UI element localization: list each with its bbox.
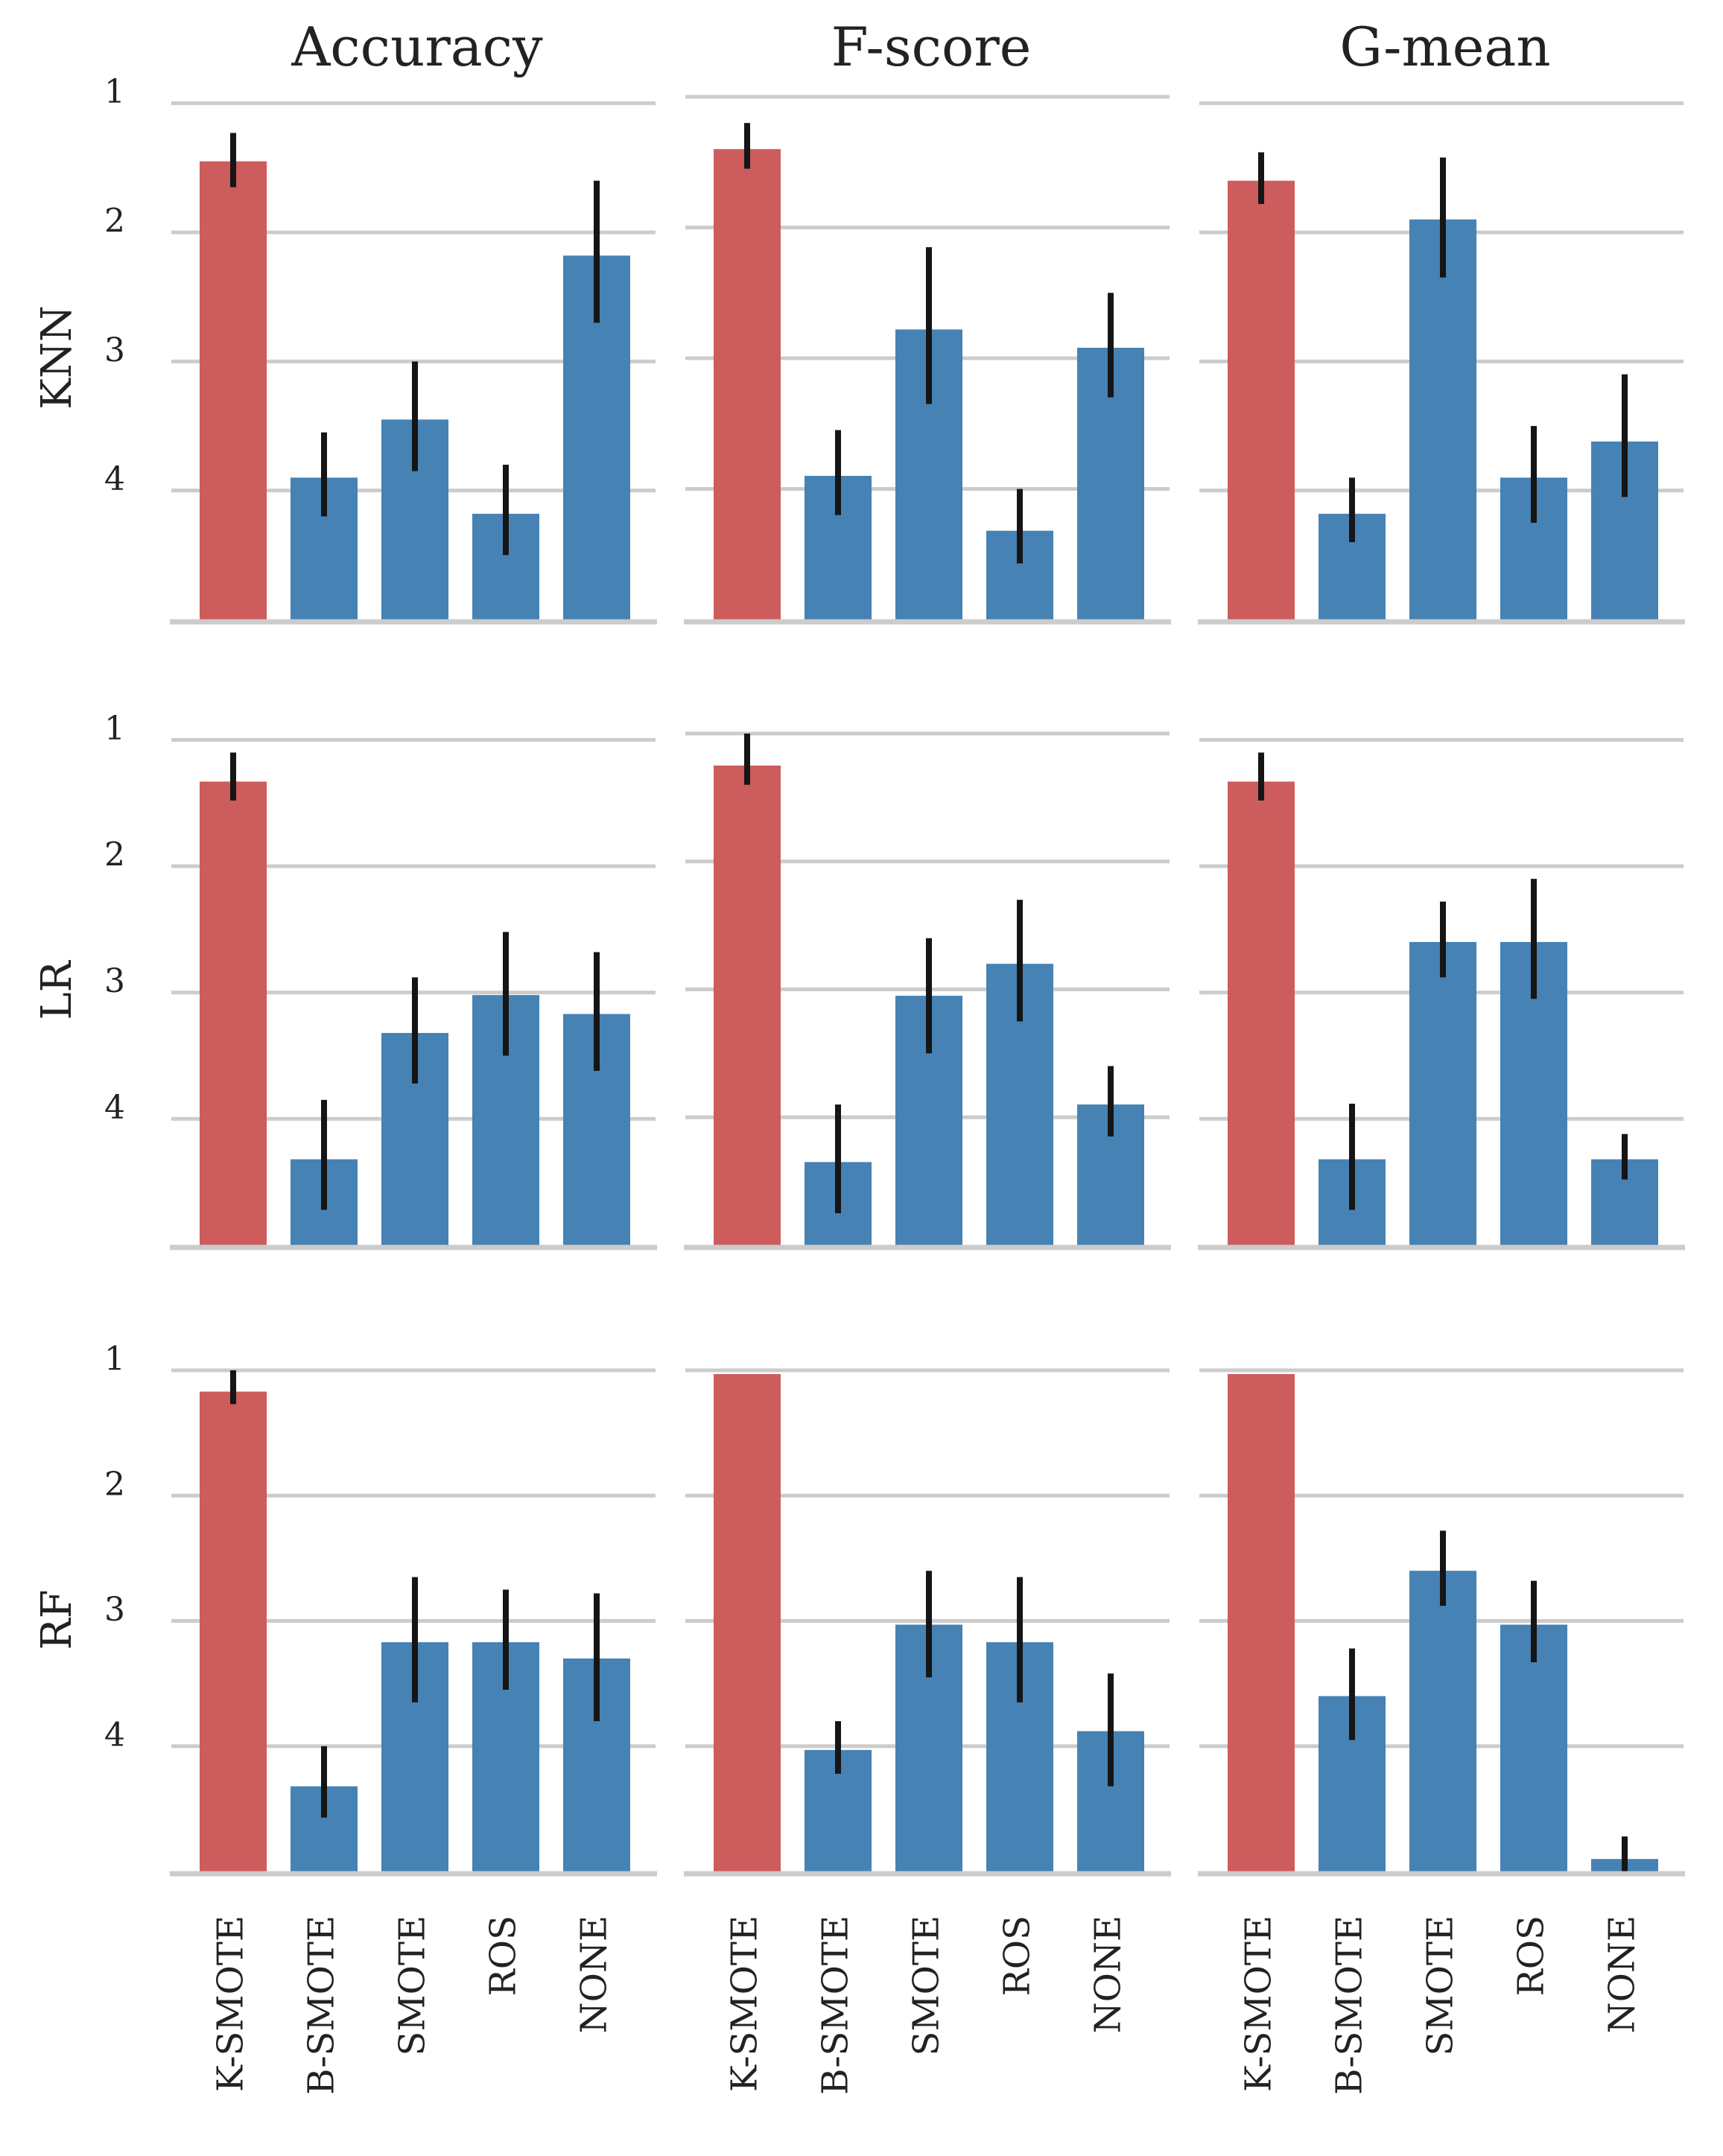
- bar-rf-accuracy-k-smote: [200, 1391, 267, 1872]
- bar-rf-f-score-k-smote: [714, 1374, 781, 1872]
- category-label-accuracy-smote: SMOTE: [392, 1915, 434, 2055]
- y-tick-label-lr-3: 3: [104, 962, 125, 1000]
- bar-lr-g-mean-k-smote: [1228, 781, 1295, 1245]
- category-label-f-score-none: NONE: [1088, 1915, 1129, 2033]
- category-label-accuracy-none: NONE: [574, 1915, 615, 2033]
- column-title-accuracy: Accuracy: [291, 16, 543, 78]
- bar-lr-accuracy-k-smote: [200, 781, 267, 1245]
- y-tick-label-lr-1: 1: [104, 710, 125, 748]
- category-label-accuracy-b-smote: B-SMOTE: [301, 1915, 343, 2095]
- category-label-g-mean-b-smote: B-SMOTE: [1329, 1915, 1371, 2095]
- bar-rf-g-mean-smote: [1409, 1571, 1476, 1872]
- y-tick-label-rf-2: 2: [104, 1466, 125, 1504]
- category-label-f-score-ros: ROS: [997, 1915, 1038, 1996]
- column-title-g-mean: G-mean: [1339, 16, 1550, 78]
- category-label-g-mean-none: NONE: [1602, 1915, 1643, 2033]
- column-title-f-score: F-score: [831, 16, 1032, 78]
- category-label-f-score-smote: SMOTE: [906, 1915, 948, 2055]
- bar-lr-f-score-k-smote: [714, 765, 781, 1245]
- y-tick-label-rf-4: 4: [104, 1716, 125, 1754]
- row-label-knn: KNN: [33, 305, 81, 410]
- bar-knn-accuracy-k-smote: [200, 161, 267, 620]
- category-label-f-score-k-smote: K-SMOTE: [724, 1915, 766, 2092]
- y-tick-label-knn-4: 4: [104, 460, 125, 498]
- category-label-accuracy-k-smote: K-SMOTE: [210, 1915, 252, 2092]
- bar-rf-g-mean-k-smote: [1228, 1374, 1295, 1872]
- y-tick-label-rf-1: 1: [104, 1341, 125, 1378]
- bar-knn-g-mean-k-smote: [1228, 180, 1295, 620]
- category-label-f-score-b-smote: B-SMOTE: [815, 1915, 857, 2095]
- y-tick-label-knn-3: 3: [104, 331, 125, 369]
- category-label-g-mean-k-smote: K-SMOTE: [1238, 1915, 1280, 2092]
- row-label-rf: RF: [33, 1589, 81, 1650]
- y-tick-label-knn-2: 2: [104, 203, 125, 241]
- bar-rf-g-mean-ros: [1500, 1624, 1567, 1872]
- bar-knn-f-score-k-smote: [714, 149, 781, 620]
- row-label-lr: LR: [33, 959, 81, 1020]
- category-label-g-mean-ros: ROS: [1511, 1915, 1552, 1996]
- y-tick-label-rf-3: 3: [104, 1591, 125, 1629]
- bar-lr-g-mean-smote: [1409, 941, 1476, 1245]
- category-label-g-mean-smote: SMOTE: [1420, 1915, 1462, 2055]
- bar-knn-g-mean-smote: [1409, 219, 1476, 620]
- y-tick-label-knn-1: 1: [104, 73, 125, 111]
- y-tick-label-lr-2: 2: [104, 836, 125, 874]
- y-tick-label-lr-4: 4: [104, 1089, 125, 1127]
- category-label-accuracy-ros: ROS: [483, 1915, 524, 1996]
